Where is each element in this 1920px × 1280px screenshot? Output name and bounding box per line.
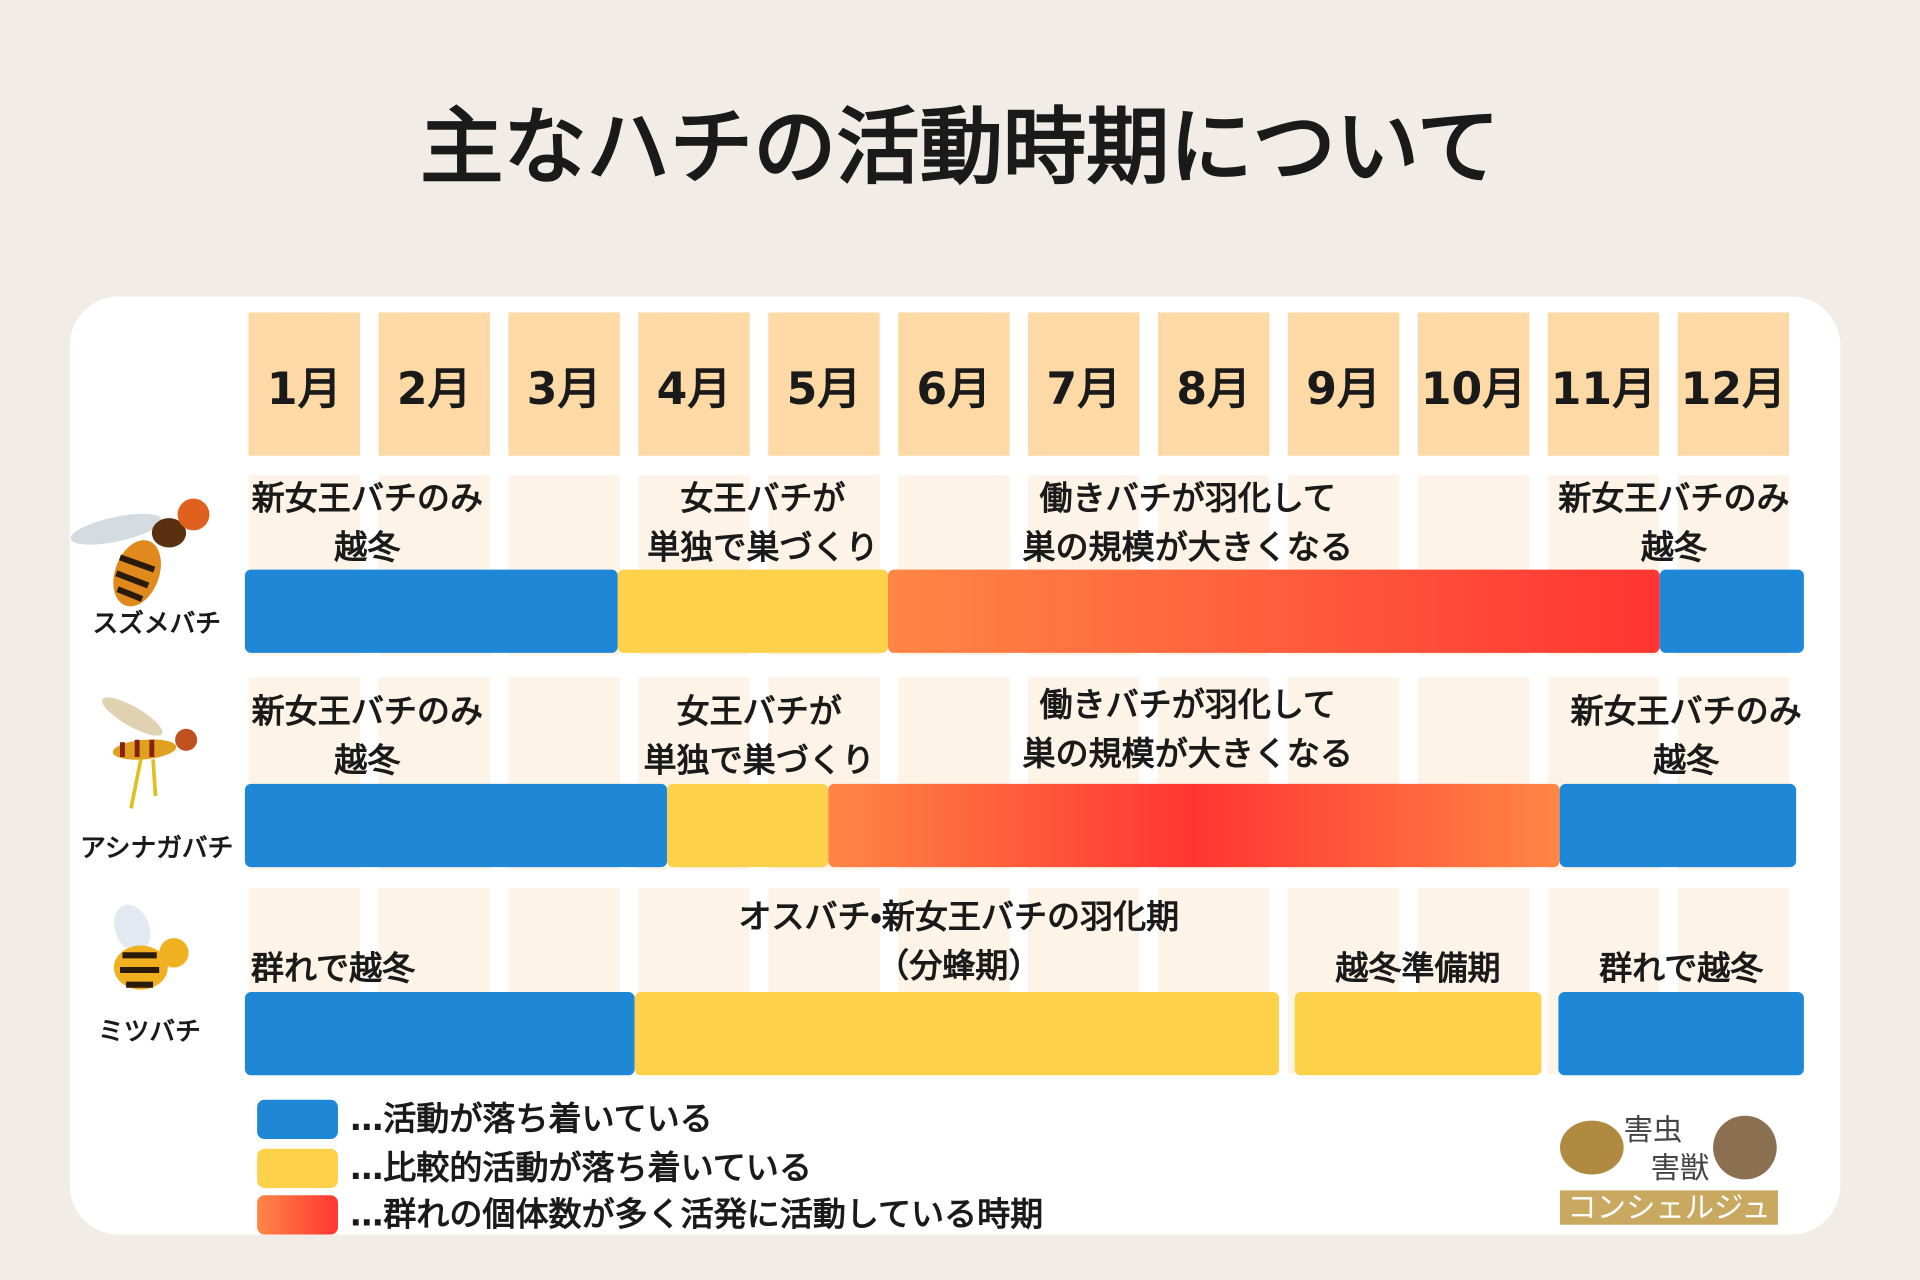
month-header bbox=[638, 312, 750, 456]
period-note: （分蜂期） bbox=[876, 946, 1041, 985]
period-note: 越冬 bbox=[1640, 527, 1708, 566]
legend-swatch bbox=[257, 1099, 338, 1139]
period-note: 群れで越冬 bbox=[251, 949, 416, 988]
logo-band bbox=[1560, 1190, 1778, 1225]
legend: …活動が落ち着いている …比較的活動が落ち着いている …群れの個体数が多く活発に活動… bbox=[257, 1099, 1043, 1235]
honeybee-icon bbox=[113, 904, 189, 990]
month-header bbox=[1677, 312, 1790, 456]
activity-bar bbox=[1559, 783, 1797, 868]
activity-bar bbox=[617, 569, 888, 653]
period-note: 働きバチが羽化して bbox=[1040, 478, 1336, 517]
month-label: 11月 bbox=[1551, 364, 1656, 415]
period-note: 新女王バチのみ bbox=[251, 691, 483, 730]
month-header bbox=[1028, 312, 1140, 456]
month-label: 9月 bbox=[1306, 364, 1381, 415]
month-header bbox=[768, 312, 880, 456]
logo-line1: 害虫 bbox=[1624, 1113, 1683, 1147]
period-note: 越冬 bbox=[333, 740, 401, 779]
activity-bar bbox=[244, 569, 618, 653]
period-note: 群れで越冬 bbox=[1599, 949, 1764, 988]
period-note: 単独で巣づくり bbox=[644, 740, 875, 779]
period-note: 女王バチが bbox=[680, 478, 845, 517]
month-header bbox=[898, 312, 1010, 456]
month-header bbox=[378, 312, 490, 456]
month-label: 4月 bbox=[657, 364, 732, 415]
legend-swatch bbox=[257, 1148, 338, 1188]
bee-name: スズメバチ bbox=[92, 608, 221, 639]
month-header bbox=[1158, 312, 1270, 456]
period-note: 新女王バチのみ bbox=[251, 478, 483, 517]
month-label: 7月 bbox=[1046, 364, 1121, 415]
month-label: 8月 bbox=[1176, 364, 1251, 415]
activity-bar bbox=[1659, 569, 1804, 653]
activity-bar bbox=[634, 992, 1280, 1076]
month-header bbox=[248, 312, 360, 456]
month-header bbox=[1417, 312, 1530, 456]
logo-bee bbox=[1560, 1120, 1624, 1175]
activity-bar bbox=[1294, 992, 1542, 1076]
logo-mouse bbox=[1713, 1115, 1777, 1180]
logo-line3: コンシェルジュ bbox=[1567, 1190, 1771, 1224]
period-note: 越冬 bbox=[1652, 740, 1720, 779]
rows: スズメバチ新女王バチのみ越冬女王バチが単独で巣づくり働きバチが羽化して巣の規模が… bbox=[80, 478, 1804, 1076]
title: 主なハチの活動時期について bbox=[420, 99, 1500, 196]
activity-bar bbox=[1558, 992, 1804, 1076]
period-note: 単独で巣づくり bbox=[647, 527, 878, 566]
activity-bar bbox=[828, 783, 1560, 868]
logo: 害虫 害獣 コンシェルジュ bbox=[1560, 1113, 1778, 1225]
month-label: 5月 bbox=[787, 364, 862, 415]
month-header bbox=[1287, 312, 1400, 456]
month-label: 12月 bbox=[1681, 364, 1786, 415]
activity-bar bbox=[244, 992, 635, 1076]
month-header bbox=[508, 312, 620, 456]
period-note: 巣の規模が大きくなる bbox=[1023, 734, 1353, 773]
period-note: 働きバチが羽化して bbox=[1040, 685, 1336, 724]
month-label: 2月 bbox=[397, 364, 472, 415]
period-note: 巣の規模が大きくなる bbox=[1023, 527, 1353, 566]
month-header bbox=[1547, 312, 1660, 456]
month-label: 3月 bbox=[527, 364, 602, 415]
month-label: 10月 bbox=[1421, 364, 1526, 415]
legend-swatch bbox=[257, 1195, 338, 1235]
month-label: 6月 bbox=[917, 364, 992, 415]
paper-wasp-icon bbox=[102, 697, 198, 809]
period-note: 女王バチが bbox=[677, 691, 842, 730]
logo-line2: 害獣 bbox=[1651, 1151, 1710, 1185]
period-note: 新女王バチのみ bbox=[1569, 691, 1801, 730]
bee-name: ミツバチ bbox=[98, 1017, 201, 1047]
activity-bar bbox=[244, 783, 668, 868]
activity-bar bbox=[887, 569, 1660, 653]
period-note: 越冬準備期 bbox=[1334, 949, 1500, 988]
period-note: 新女王バチのみ bbox=[1557, 478, 1789, 517]
month-label: 1月 bbox=[267, 364, 342, 415]
hornet-icon bbox=[70, 498, 210, 607]
period-note: オスバチ・新女王バチの羽化期 bbox=[738, 897, 1179, 936]
period-note: 越冬 bbox=[333, 527, 401, 566]
bee-name: アシナガバチ bbox=[80, 833, 233, 863]
legend-label: …活動が落ち着いている bbox=[350, 1099, 713, 1138]
legend-label: …群れの個体数が多く活発に活動している時期 bbox=[350, 1195, 1043, 1234]
legend-label: …比較的活動が落ち着いている bbox=[350, 1148, 812, 1187]
activity-bar bbox=[667, 783, 829, 868]
